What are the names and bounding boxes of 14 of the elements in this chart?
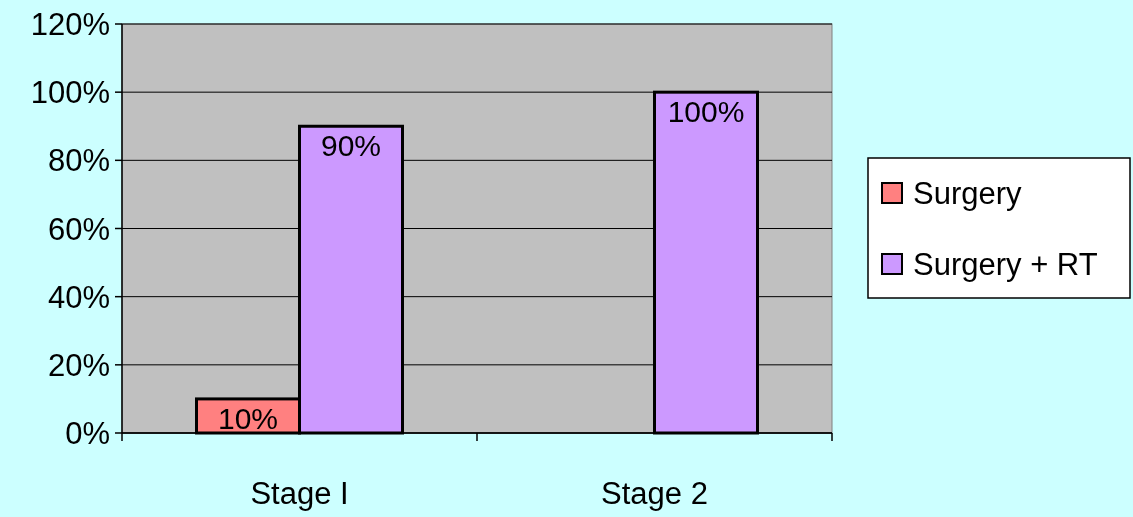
y-tick-label: 20% — [47, 347, 110, 383]
data-label: 100% — [667, 95, 745, 129]
y-tick-label: 60% — [47, 211, 110, 247]
y-tick-label: 40% — [47, 279, 110, 315]
y-tick-label: 120% — [30, 7, 110, 42]
data-label: 90% — [320, 129, 382, 163]
data-label: 10% — [217, 401, 279, 435]
legend-label: Surgery + RT — [913, 247, 1098, 282]
legend-label: Surgery — [913, 176, 1023, 211]
x-tick-label: Stage I — [250, 476, 349, 511]
y-tick-label: 0% — [65, 416, 110, 451]
x-tick-label: Stage 2 — [601, 476, 708, 511]
y-tick-label: 100% — [30, 75, 110, 111]
y-tick-label: 80% — [47, 143, 110, 179]
